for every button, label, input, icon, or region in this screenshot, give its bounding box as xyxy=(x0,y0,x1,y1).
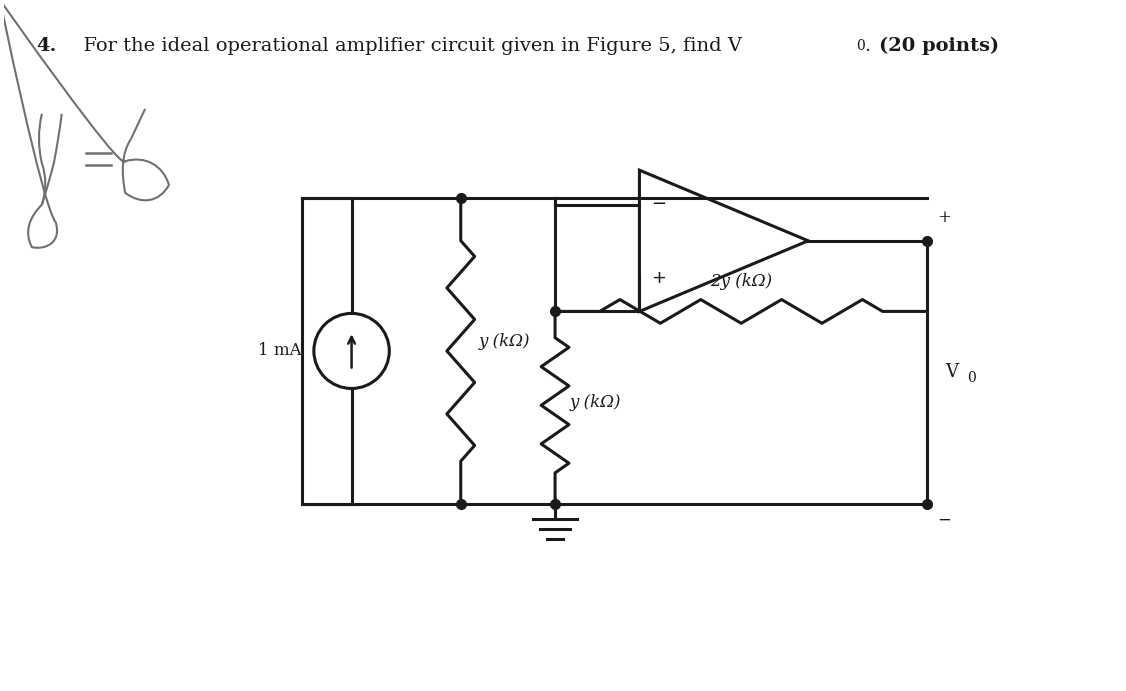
Text: 0: 0 xyxy=(967,371,976,386)
Text: 1 mA: 1 mA xyxy=(258,343,302,359)
Text: For the ideal operational amplifier circuit given in Figure 5, find V: For the ideal operational amplifier circ… xyxy=(71,37,742,55)
Text: −: − xyxy=(937,512,951,529)
Text: 2y (kΩ): 2y (kΩ) xyxy=(711,273,772,290)
Text: y (kΩ): y (kΩ) xyxy=(479,332,530,350)
Text: 0: 0 xyxy=(856,39,865,53)
Text: $-$: $-$ xyxy=(651,193,667,211)
Text: 4.: 4. xyxy=(36,37,56,55)
Text: y (kΩ): y (kΩ) xyxy=(570,395,622,411)
Text: $+$: $+$ xyxy=(651,269,667,287)
Text: (20 points): (20 points) xyxy=(878,37,999,55)
Text: V: V xyxy=(945,363,958,381)
Text: .: . xyxy=(865,37,877,55)
Text: +: + xyxy=(937,209,951,226)
